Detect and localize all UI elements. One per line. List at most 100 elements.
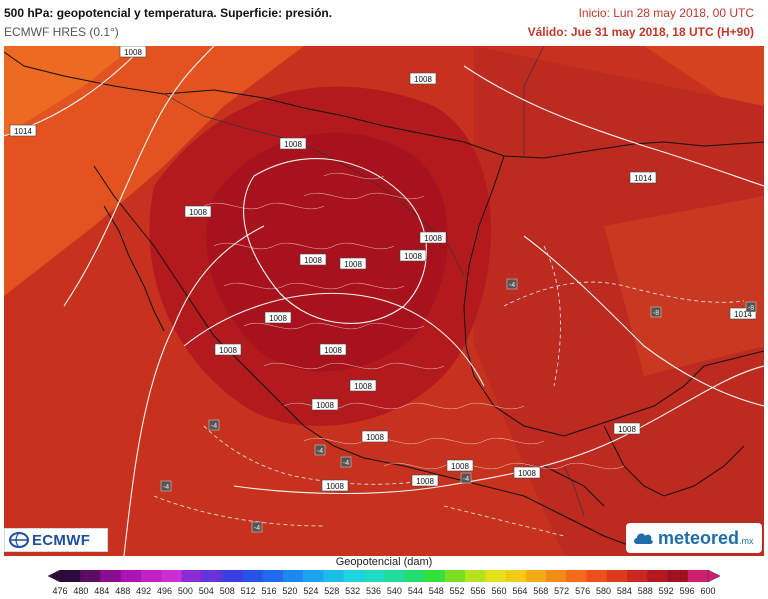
legend-tick-label: 504 [198, 586, 214, 596]
legend-swatch [485, 570, 506, 582]
temp-label: -4 [211, 423, 217, 430]
temp-label: -4 [463, 476, 469, 483]
legend-tick-label: 572 [554, 586, 570, 596]
caribbean-zone [604, 196, 764, 376]
legend-tick-label: 588 [637, 586, 653, 596]
temp-label-boxes [160, 278, 757, 533]
isobar-label-boxes [9, 46, 757, 492]
isobar-label: 1008 [618, 425, 636, 434]
legend-tick-label: 584 [616, 586, 632, 596]
isobar-label: 1008 [518, 469, 536, 478]
temp-label: -8 [653, 310, 659, 317]
init-time: Inicio: Lun 28 may 2018, 00 UTC [578, 6, 754, 20]
meteored-logo-text: meteored [658, 527, 740, 548]
isobar-label: 1008 [424, 234, 442, 243]
map-title: 500 hPa: geopotencial y temperatura. Sup… [4, 6, 333, 20]
isobar-label: 1014 [634, 174, 652, 183]
isobar-label: 1008 [414, 75, 432, 84]
legend-swatch [444, 570, 466, 582]
isobar-label: 1008 [324, 346, 342, 355]
northwest-warm-zone [4, 46, 304, 296]
map-header: 500 hPa: geopotencial y temperatura. Sup… [0, 0, 768, 46]
legend-tick-label: 548 [428, 586, 444, 596]
color-legend: Geopotencial (dam) 476 480 484 488 492 496 500… [0, 556, 768, 599]
legend-swatch [181, 570, 203, 582]
legend-swatch [586, 570, 608, 582]
legend-swatch [323, 570, 344, 582]
isobar-label: 1008 [189, 208, 207, 217]
isobar-label: 1008 [366, 433, 384, 442]
isobar-label: 1014 [14, 127, 32, 136]
isobar-label: 1008 [269, 314, 287, 323]
isobar-labels: 1008 1014 1008 1008 1008 1014 1008 1008 … [14, 48, 752, 491]
legend-tick-label: 528 [324, 586, 340, 596]
temp-labels: -4 -8 -8 -4 -4 -4 -4 -4 -4 [163, 282, 754, 532]
legend-tick-label: 580 [595, 586, 611, 596]
legend-arrow-high [707, 570, 720, 582]
legend-ticks: 476 480 484 488 492 496 500 504 508 512 516 520 524 5… [0, 586, 768, 598]
legend-tick-label: 524 [303, 586, 319, 596]
isobar-label: 1008 [304, 256, 322, 265]
model-name: ECMWF HRES (0.1°) [4, 25, 119, 39]
legend-tick-label: 560 [491, 586, 507, 596]
temp-label: -8 [748, 305, 754, 312]
legend-title: Geopotencial (dam) [335, 556, 433, 568]
isobar-label: 1008 [219, 346, 237, 355]
legend-color-bar [48, 570, 720, 582]
isobar-label: 1008 [344, 260, 362, 269]
isobar-label: 1008 [404, 252, 422, 261]
legend-swatch [566, 570, 587, 582]
weather-map[interactable]: 1008 1014 1008 1008 1008 1014 1008 1008 … [4, 46, 764, 556]
legend-swatch [141, 570, 162, 582]
legend-tick-label: 500 [177, 586, 193, 596]
temp-label: -4 [254, 525, 260, 532]
legend-swatch [424, 570, 446, 582]
legend-tick-label: 484 [94, 586, 110, 596]
legend-tick-label: 476 [52, 586, 68, 596]
legend-tick-label: 592 [658, 586, 674, 596]
northwest-light-zone [4, 46, 134, 136]
map-canvas: 1008 1014 1008 1008 1008 1014 1008 1008 … [4, 46, 764, 556]
legend-tick-label: 508 [219, 586, 235, 596]
legend-swatch [606, 570, 628, 582]
terrain-contours [203, 172, 625, 470]
temp-label: -4 [317, 448, 323, 455]
isobar-label: 1008 [326, 482, 344, 491]
legend-swatch [525, 570, 547, 582]
legend-swatch [667, 570, 689, 582]
legend-swatch [404, 570, 425, 582]
legend-swatch [282, 570, 304, 582]
legend-tick-label: 488 [115, 586, 131, 596]
legend-swatch [546, 570, 567, 582]
ecmwf-globe-icon [9, 532, 29, 548]
legend-swatch [465, 570, 486, 582]
temp-label: -4 [343, 460, 349, 467]
cloud-icon [634, 533, 653, 544]
legend-tick-label: 576 [575, 586, 591, 596]
legend-tick-label: 520 [282, 586, 298, 596]
legend-swatch [505, 570, 527, 582]
legend-swatch [120, 570, 142, 582]
legend-tick-label: 532 [345, 586, 361, 596]
isobar-label: 1008 [284, 140, 302, 149]
legend-tick-label: 556 [470, 586, 486, 596]
temp-label: -4 [163, 484, 169, 491]
isobar-label: 1008 [354, 382, 372, 391]
legend-tick-label: 600 [700, 586, 716, 596]
legend-swatch [343, 570, 365, 582]
legend-swatch [262, 570, 284, 582]
legend-swatch [161, 570, 182, 582]
legend-tick-label: 536 [366, 586, 382, 596]
legend-tick-label: 596 [679, 586, 695, 596]
legend-tick-label: 512 [240, 586, 256, 596]
legend-swatch [80, 570, 101, 582]
meteored-logo[interactable]: meteored .mx [626, 523, 762, 553]
temp-label: -4 [509, 282, 515, 289]
legend-swatch [687, 570, 709, 582]
legend-swatch [627, 570, 648, 582]
isobar-label: 1008 [451, 462, 469, 471]
legend-tick-label: 480 [73, 586, 89, 596]
legend-tick-label: 496 [157, 586, 173, 596]
isotherms [153, 245, 745, 537]
isobar-label: 1008 [416, 477, 434, 486]
